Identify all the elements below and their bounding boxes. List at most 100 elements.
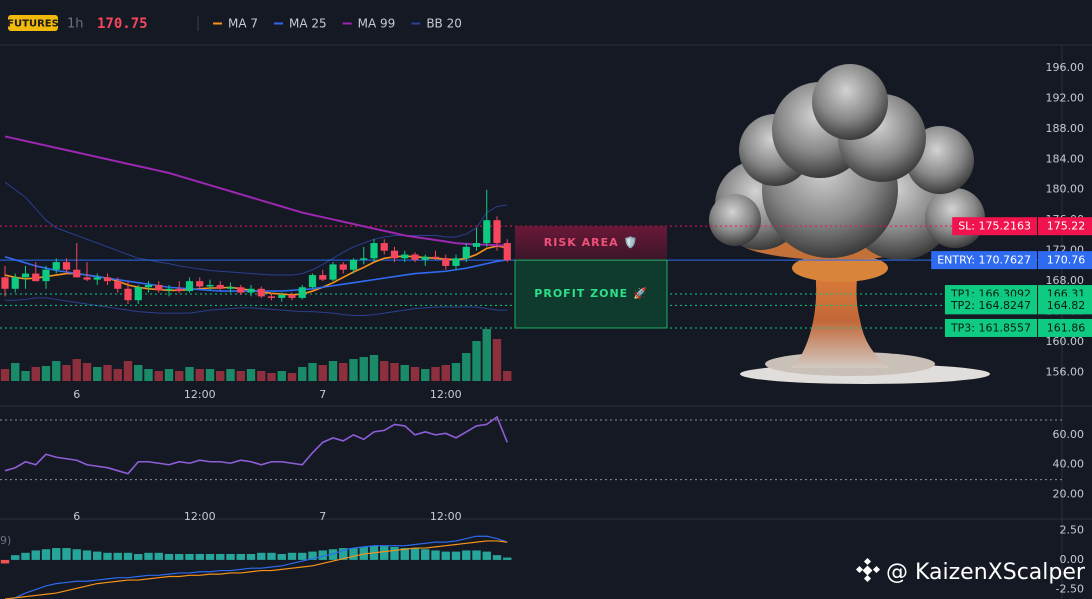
volume-bar xyxy=(451,363,461,381)
level-price: 175.22 xyxy=(1047,220,1086,233)
volume-bar xyxy=(226,369,235,381)
macd-histogram xyxy=(349,548,358,560)
macd-histogram xyxy=(154,552,163,560)
candle-body xyxy=(237,287,245,293)
candle-body xyxy=(165,288,173,291)
volume-bar xyxy=(359,357,368,381)
smoke xyxy=(812,64,888,140)
candle-body xyxy=(380,243,388,251)
volume-bar xyxy=(390,363,399,381)
moving-average xyxy=(4,135,508,247)
candle-body xyxy=(483,220,491,244)
y-tick-label: 20.00 xyxy=(1053,488,1085,501)
legend: MA 7 MA 25 MA 99 BB 20 xyxy=(213,17,462,31)
volume-bar xyxy=(123,361,133,381)
y-tick-label: 192.00 xyxy=(1046,91,1085,104)
candle-body xyxy=(329,264,337,280)
risk-zone-label: RISK AREA 🛡️ xyxy=(544,236,638,249)
candle-body xyxy=(42,269,50,282)
macd-histogram xyxy=(267,552,276,560)
candle-body xyxy=(21,273,30,278)
bollinger-upper xyxy=(4,181,508,276)
candle-body xyxy=(421,256,429,260)
macd-histogram xyxy=(503,557,512,560)
candle-body xyxy=(401,254,409,259)
level-label-box xyxy=(952,217,1037,236)
macd-histogram xyxy=(82,550,92,560)
level-label: TP2: 164.8247 xyxy=(950,299,1031,312)
candle-body xyxy=(134,287,142,301)
risk-zone xyxy=(515,226,667,261)
x-tick-label: 7 xyxy=(319,510,326,523)
y-tick-label: 0.00 xyxy=(1060,553,1085,566)
y-tick-label: 184.00 xyxy=(1046,152,1085,165)
candle-body xyxy=(185,281,194,292)
macd-histogram xyxy=(287,552,297,560)
level-label: TP3: 161.8557 xyxy=(950,321,1031,334)
volume-bar xyxy=(0,369,10,381)
level-label: SL: 175.2163 xyxy=(958,220,1031,233)
volume-bar xyxy=(52,361,61,381)
level-label: ENTRY: 170.7627 xyxy=(937,254,1031,267)
cloud-illustration xyxy=(709,64,990,384)
candle-body xyxy=(73,269,81,278)
macd-histogram xyxy=(298,552,307,560)
macd-histogram xyxy=(236,553,245,560)
macd-histogram xyxy=(52,548,61,560)
volume-bar xyxy=(400,365,409,381)
candle-body xyxy=(472,243,481,247)
volume-bar xyxy=(93,367,102,381)
candle-body xyxy=(114,281,122,289)
volume-bar xyxy=(246,369,256,381)
candle-body xyxy=(62,262,71,270)
badge-text: FUTURES xyxy=(7,19,59,30)
y-tick-label: -2.50 xyxy=(1056,583,1084,596)
volume-bar xyxy=(349,359,358,381)
volume-bar xyxy=(298,367,307,381)
candle-body xyxy=(124,288,132,301)
macd-histogram xyxy=(72,549,81,560)
volume-bar xyxy=(421,369,430,381)
volume-bar xyxy=(410,367,420,381)
legend-label: BB 20 xyxy=(426,17,462,31)
volume-bar xyxy=(216,371,225,381)
level-price-box xyxy=(1038,296,1092,315)
candle-body xyxy=(11,277,19,289)
candle-body xyxy=(319,275,327,280)
candle-body xyxy=(308,275,317,288)
macd-histogram xyxy=(195,553,204,560)
macd-histogram xyxy=(318,550,327,560)
cloud-stem xyxy=(790,250,890,368)
macd-histogram xyxy=(0,559,10,564)
macd-histogram xyxy=(441,551,450,560)
x-tick-label: 6 xyxy=(73,388,80,401)
volume-bar xyxy=(134,365,143,381)
macd-histogram xyxy=(11,555,20,560)
macd-histogram xyxy=(390,546,399,560)
macd-histogram xyxy=(113,552,122,560)
macd-histogram xyxy=(246,553,256,560)
macd-histogram xyxy=(144,552,153,560)
candle-body xyxy=(155,284,163,291)
y-tick-label: 60.00 xyxy=(1053,428,1085,441)
macd-histogram xyxy=(31,550,40,560)
macd-histogram xyxy=(123,552,133,560)
candle-body xyxy=(175,288,183,292)
candle-body xyxy=(144,284,153,288)
level-label-box xyxy=(944,318,1037,337)
x-tick-label: 12:00 xyxy=(430,510,462,523)
macd-histogram xyxy=(62,548,71,560)
x-tick-label: 12:00 xyxy=(184,510,216,523)
macd-histogram xyxy=(451,551,461,560)
macd-histogram xyxy=(226,553,235,560)
macd-params: 9) xyxy=(0,534,11,547)
moving-average xyxy=(4,256,508,292)
volume-bar xyxy=(31,367,40,381)
candle-body xyxy=(278,294,286,298)
y-tick-label: 188.00 xyxy=(1046,122,1085,135)
volume-bar xyxy=(236,371,245,381)
macd-histogram xyxy=(103,552,112,560)
macd-histogram xyxy=(175,553,184,560)
